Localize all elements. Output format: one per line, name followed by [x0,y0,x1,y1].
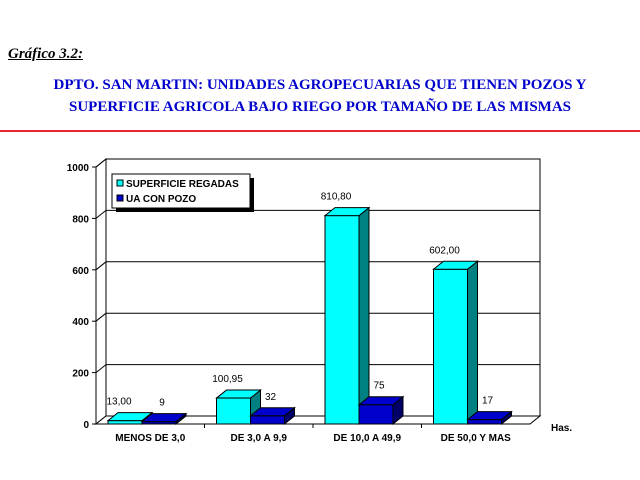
bar-side [467,260,478,426]
chart-title-line-2: SUPERFICIE AGRICOLA BAJO RIEGO POR TAMAÑ… [68,99,571,115]
gridline-diagonal [95,364,107,373]
data-label: 75 [373,381,385,392]
bar-side [358,206,370,426]
bar-ua-con-pozo [140,412,188,426]
gridline-diagonal [95,261,107,271]
x-axis-ticks: MENOS DE 3,0 DE 3,0 A 9,9 DE 10,0 A 49,9 DE… [115,424,511,444]
x-tick-label: MENOS DE 3,0 [115,433,185,444]
data-label: 13,00 [106,397,131,408]
y-tick-label: 0 [83,420,89,431]
data-label: 32 [265,392,277,403]
bar-top [466,411,513,421]
bar-top [323,207,371,217]
data-label: 17 [482,396,494,407]
data-labels: 13,00 9 100,95 32 810,80 75 602,00 17 [106,192,493,409]
gridline-diagonal [95,210,107,219]
y-tick-label: 600 [72,266,89,277]
figure-label: Gráfico 3.2: [8,46,83,62]
bar-front [467,419,502,425]
y-tick-label: 200 [72,369,89,380]
y-axis-ticks: 0 200 400 600 800 1000 [67,163,96,431]
y-tick-label: 400 [72,317,89,328]
bar-top [357,396,405,406]
legend-box [111,173,251,209]
bar-ua-con-pozo [466,410,513,426]
legend-label: SUPERFICIE REGADAS [126,179,239,190]
side-wall [95,157,107,426]
bar-top [106,412,154,422]
bar-front [250,415,285,425]
bar-front [324,215,360,425]
y-tick-label: 800 [72,214,89,225]
y-tick-label: 1000 [67,163,90,174]
bar-superficie-regadas [323,206,371,426]
data-label: 602,00 [429,245,460,256]
bar-top [215,389,262,399]
bar-front [358,404,394,425]
legend-swatch [116,194,124,202]
bar-front [433,268,468,425]
bar-front [107,420,143,425]
legend-label: UA CON POZO [126,194,196,205]
data-label: 100,95 [212,374,243,385]
bars [106,206,513,426]
x-axis-label: Has. [551,423,572,434]
x-tick-label: DE 3,0 A 9,9 [230,433,287,444]
x-tick-label: DE 10,0 A 49,9 [333,433,401,444]
gridline-diagonal [95,158,107,168]
legend: SUPERFICIE REGADAS UA CON POZO [111,173,254,212]
data-label: 9 [159,398,165,409]
bar-top [432,260,479,270]
bar-ua-con-pozo [249,406,296,426]
bar-superficie-regadas [432,260,479,426]
gridline-diagonal [95,312,107,322]
bar-ua-con-pozo [357,395,405,426]
x-tick-label: DE 50,0 Y MAS [441,433,512,444]
bar-top [249,407,296,417]
data-label: 810,80 [321,192,352,203]
chart-title-line-1: DPTO. SAN MARTIN: UNIDADES AGROPECUARIAS… [53,77,587,93]
title-divider [0,130,640,132]
bar-top [140,413,188,423]
bar-front [216,397,251,425]
legend-swatch [116,179,124,187]
